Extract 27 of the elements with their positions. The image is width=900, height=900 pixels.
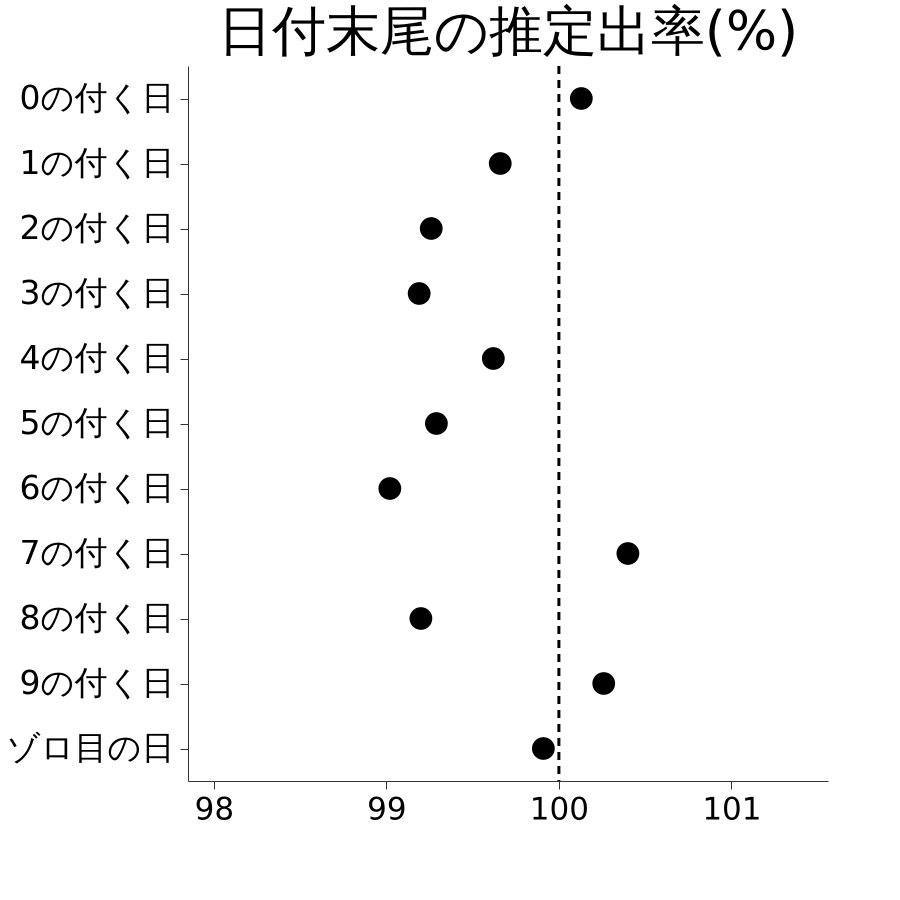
y-tick-label: 3の付く日 xyxy=(20,273,174,312)
y-tick-label: 1の付く日 xyxy=(20,143,174,182)
point xyxy=(409,607,432,630)
point xyxy=(378,477,402,500)
y-tick-label: 0の付く日 xyxy=(20,78,174,117)
y-tick-label: 9の付く日 xyxy=(20,663,174,702)
y-tick-label: ゾロ目の日 xyxy=(6,728,174,767)
point xyxy=(482,347,505,370)
point xyxy=(420,217,443,240)
y-tick-label: 6の付く日 xyxy=(20,468,174,507)
point xyxy=(592,672,616,695)
point xyxy=(488,152,512,175)
x-tick-label: 99 xyxy=(367,792,407,828)
point xyxy=(570,87,593,110)
y-tick-label: 7の付く日 xyxy=(20,533,174,572)
y-tick-label: 8の付く日 xyxy=(20,598,174,637)
x-tick-label: 98 xyxy=(194,792,234,828)
x-tick-label: 101 xyxy=(702,792,762,828)
y-tick-label: 2の付く日 xyxy=(20,208,174,247)
point xyxy=(408,282,431,305)
y-tick-label: 5の付く日 xyxy=(20,403,174,442)
point xyxy=(425,412,448,435)
point xyxy=(532,737,555,760)
x-tick-label: 100 xyxy=(530,792,589,828)
chart-title: 日付末尾の推定出率(%) xyxy=(218,0,798,62)
point xyxy=(616,542,640,565)
y-tick-label: 4の付く日 xyxy=(20,338,174,377)
